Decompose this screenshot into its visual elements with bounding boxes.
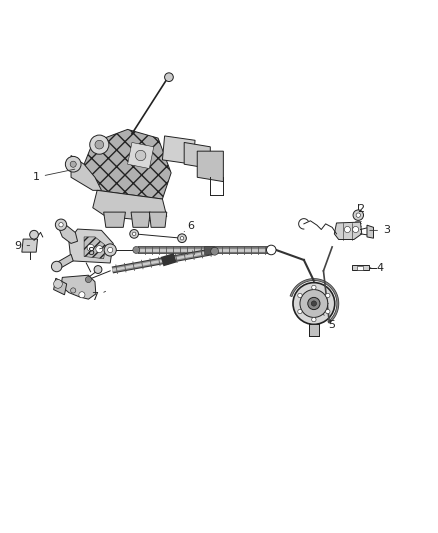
Circle shape: [79, 292, 85, 298]
Polygon shape: [71, 156, 102, 190]
Polygon shape: [61, 275, 96, 299]
Circle shape: [266, 245, 276, 255]
Circle shape: [298, 309, 302, 314]
Circle shape: [70, 161, 76, 167]
Circle shape: [353, 227, 359, 232]
Text: 1: 1: [33, 169, 75, 182]
Circle shape: [344, 227, 350, 232]
Polygon shape: [84, 130, 171, 199]
Circle shape: [165, 73, 173, 82]
Circle shape: [59, 223, 63, 227]
Circle shape: [135, 150, 146, 161]
Polygon shape: [56, 254, 73, 270]
Polygon shape: [104, 212, 125, 228]
Text: 5: 5: [323, 314, 336, 330]
Circle shape: [211, 247, 219, 255]
Circle shape: [325, 309, 330, 314]
Circle shape: [85, 277, 92, 282]
Polygon shape: [204, 246, 215, 254]
Circle shape: [312, 285, 316, 289]
Circle shape: [96, 246, 103, 253]
Circle shape: [51, 261, 62, 272]
Polygon shape: [84, 237, 106, 259]
Circle shape: [353, 210, 364, 220]
Polygon shape: [162, 136, 195, 164]
Circle shape: [53, 279, 62, 288]
Circle shape: [87, 244, 94, 251]
Circle shape: [311, 301, 317, 306]
Polygon shape: [334, 222, 362, 239]
Circle shape: [325, 293, 330, 297]
Circle shape: [94, 265, 102, 273]
Circle shape: [178, 234, 186, 243]
Polygon shape: [69, 229, 113, 263]
Circle shape: [65, 156, 81, 172]
Polygon shape: [127, 142, 154, 168]
Circle shape: [90, 135, 109, 154]
Polygon shape: [149, 212, 167, 228]
Polygon shape: [197, 151, 223, 182]
Circle shape: [95, 140, 104, 149]
Text: 6: 6: [184, 221, 194, 232]
Polygon shape: [309, 325, 319, 336]
Circle shape: [71, 288, 76, 293]
Circle shape: [300, 289, 328, 318]
Text: 7: 7: [92, 292, 106, 302]
Circle shape: [55, 219, 67, 230]
Polygon shape: [357, 266, 364, 270]
Circle shape: [180, 237, 184, 240]
Circle shape: [298, 293, 302, 297]
Circle shape: [308, 297, 320, 310]
Circle shape: [312, 318, 316, 322]
Text: 8: 8: [87, 247, 103, 257]
Circle shape: [30, 230, 39, 239]
Circle shape: [293, 282, 335, 325]
Text: 9: 9: [14, 240, 30, 251]
Circle shape: [356, 213, 360, 217]
Circle shape: [132, 232, 136, 236]
Polygon shape: [184, 142, 210, 168]
Circle shape: [133, 246, 140, 254]
Polygon shape: [352, 265, 369, 270]
Circle shape: [104, 244, 116, 256]
Circle shape: [130, 230, 138, 238]
Text: 4: 4: [370, 263, 384, 273]
Polygon shape: [367, 225, 374, 238]
Polygon shape: [131, 212, 150, 228]
Polygon shape: [22, 239, 38, 252]
Polygon shape: [53, 278, 67, 295]
Text: 2: 2: [357, 204, 364, 214]
Circle shape: [108, 247, 113, 253]
Polygon shape: [93, 190, 167, 221]
Polygon shape: [58, 224, 78, 244]
Text: 3: 3: [370, 225, 390, 236]
